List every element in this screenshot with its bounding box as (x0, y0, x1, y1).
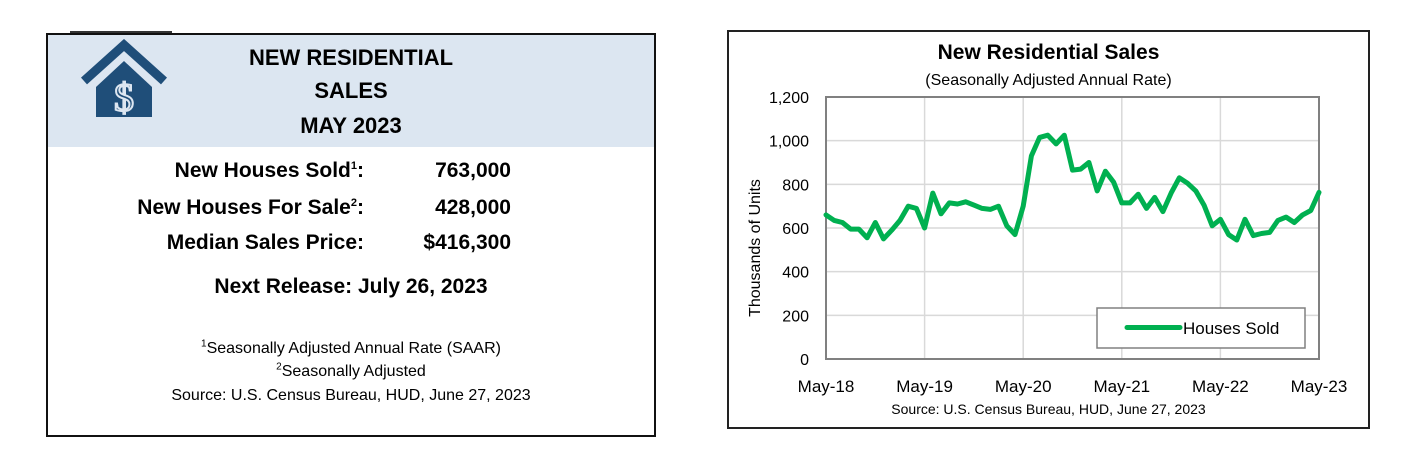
y-tick-label: 600 (782, 221, 809, 238)
stat-value: 428,000 (435, 196, 511, 219)
footnote-1: 1Seasonally Adjusted Annual Rate (SAAR) (201, 338, 501, 357)
y-tick-label: 0 (800, 352, 809, 369)
stat-row-houses-for-sale: New Houses For Sale2: 428,000 (48, 196, 654, 226)
card-title-line-1: NEW RESIDENTIAL (248, 45, 454, 70)
x-tick-label: May-22 (1192, 377, 1249, 396)
stat-value: 763,000 (435, 159, 511, 182)
summary-card-header: $ NEW RESIDENTIAL SALES MAY 2023 (48, 35, 654, 147)
legend-label: Houses Sold (1183, 319, 1279, 338)
y-tick-label: 800 (782, 177, 809, 194)
summary-card: $ NEW RESIDENTIAL SALES MAY 2023 New Hou… (46, 33, 656, 437)
y-tick-label: 200 (782, 308, 809, 325)
stat-row-median-price: Median Sales Price: $416,300 (48, 231, 654, 261)
x-tick-label: May-23 (1291, 377, 1348, 396)
chart-title: New Residential Sales (937, 41, 1160, 64)
chart-subtitle: (Seasonally Adjusted Annual Rate) (925, 72, 1172, 89)
stat-value: $416,300 (423, 231, 511, 254)
x-tick-label: May-20 (995, 377, 1052, 396)
x-tick-label: May-18 (798, 377, 855, 396)
house-dollar-icon: $ (80, 39, 168, 119)
y-tick-label: 1,000 (769, 134, 809, 151)
stat-label: New Houses Sold1: (174, 159, 364, 182)
card-source: Source: U.S. Census Bureau, HUD, June 27… (171, 387, 531, 404)
footnote-2: 2Seasonally Adjusted (276, 361, 426, 380)
stat-label: Median Sales Price: (166, 231, 364, 254)
plot-area-border (825, 96, 1320, 360)
next-release: Next Release: July 26, 2023 (214, 275, 488, 298)
card-title-line-2: SALES (314, 78, 388, 103)
x-tick-label: May-21 (1093, 377, 1150, 396)
x-tick-label: May-19 (896, 377, 953, 396)
svg-text:$: $ (114, 75, 134, 119)
stat-row-houses-sold: New Houses Sold1: 763,000 (48, 159, 654, 189)
houses-sold-line (823, 132, 1322, 243)
y-axis-title: Thousands of Units (747, 179, 764, 317)
y-tick-label: 1,200 (769, 90, 809, 107)
y-tick-label: 400 (782, 265, 809, 282)
card-title-line-3: MAY 2023 (300, 113, 402, 138)
card-top-accent-line (70, 31, 172, 33)
stat-label: New Houses For Sale2: (137, 196, 364, 219)
chart-source: Source: U.S. Census Bureau, HUD, June 27… (891, 401, 1206, 417)
